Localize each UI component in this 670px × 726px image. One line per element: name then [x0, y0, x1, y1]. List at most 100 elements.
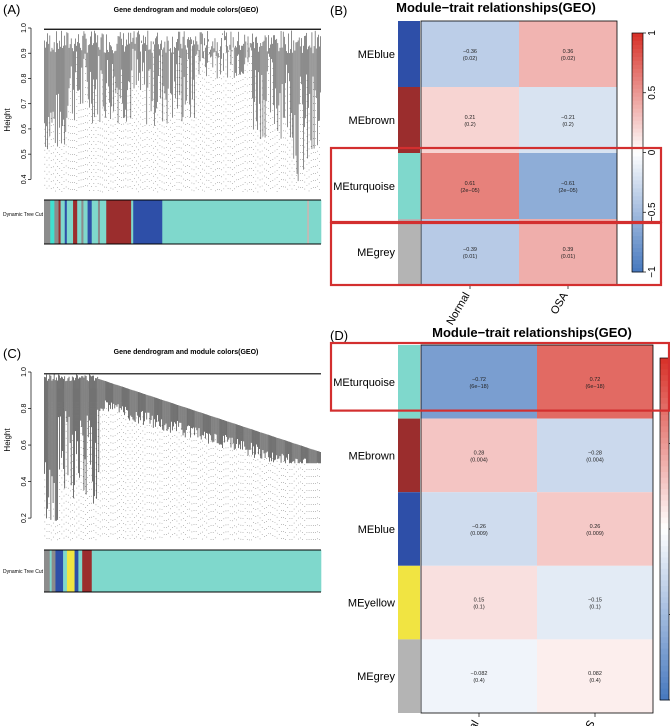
colorbar-step: [632, 128, 643, 133]
panel-b: (B) Module−trait relationships(GEO) MEbl…: [329, 0, 663, 328]
colorbar-step: [660, 563, 669, 570]
panel-c-module-color-bar: [44, 549, 322, 593]
highlight-box: [329, 341, 670, 412]
colorbar-step: [632, 252, 643, 257]
colorbar-step: [660, 551, 669, 558]
colorbar-step: [660, 420, 669, 427]
colorbar-step: [660, 397, 669, 404]
colorbar-step: [632, 152, 643, 157]
colorbar-step: [632, 200, 643, 205]
colorbar-step: [632, 84, 643, 90]
colorbar-step: [632, 96, 643, 102]
colorbar-step: [632, 256, 643, 261]
colorbar-step: [632, 228, 643, 233]
panel-a-y-axis: 0.4 0.5 0.6 0.7 0.8 0.9 1.0: [21, 23, 32, 184]
cell-correlation: 0.21: [465, 115, 476, 121]
colorbar-step: [632, 120, 643, 126]
heatmap-cell: [537, 345, 653, 419]
colorbar-step: [660, 568, 669, 575]
heatmap-cell: [537, 565, 653, 640]
colorbar-step: [660, 534, 669, 541]
colorbar-tick-label: 1: [647, 30, 658, 36]
heatmap-cell: [421, 565, 537, 640]
panel-c-title: Gene dendrogram and module colors(GEO): [114, 349, 259, 356]
module-color-segment: [78, 550, 83, 592]
colorbar-step: [660, 449, 669, 456]
column-label: AS: [580, 719, 598, 726]
cell-pvalue: (0.004): [470, 457, 488, 463]
colorbar-step: [632, 60, 643, 66]
module-color-segment: [55, 550, 64, 592]
cell-correlation: −0.082: [471, 671, 488, 677]
panel-b-heatmap: MEblue −0.36(0.02)0.36(0.02)MEbrown 0.21(0…: [329, 20, 663, 328]
heatmap-cell: [519, 21, 617, 87]
module-color-swatch: [398, 565, 420, 640]
colorbar-step: [632, 192, 643, 197]
colorbar-step: [632, 40, 643, 46]
module-color-swatch: [398, 153, 420, 219]
row-label: MEturquoise: [333, 181, 395, 193]
cell-pvalue: (0.02): [561, 56, 576, 62]
colorbar-step: [660, 614, 669, 621]
cell-correlation: −0.26: [472, 524, 486, 530]
module-color-segment: [63, 550, 68, 592]
colorbar-step: [632, 240, 643, 245]
colorbar-step: [660, 477, 669, 484]
dendrogram-branches: [44, 374, 321, 521]
module-color-segment: [44, 550, 51, 592]
colorbar-step: [660, 665, 669, 672]
colorbar-step: [660, 380, 669, 387]
module-color-segment: [162, 200, 308, 244]
panel-a-title: Gene dendrogram and module colors(GEO): [114, 7, 259, 14]
heatmap-cell: [421, 418, 537, 493]
colorbar-step: [660, 586, 669, 593]
colorbar-step: [660, 472, 669, 479]
colorbar-step: [632, 108, 643, 114]
panel-c: (C) Gene dendrogram and module colors(GE…: [3, 346, 322, 593]
colorbar-step: [660, 494, 669, 501]
panel-c-bar-label: Dynamic Tree Cut: [3, 569, 44, 575]
cell-correlation: 0.15: [474, 598, 485, 604]
module-color-segment: [64, 200, 68, 244]
cell-pvalue: (0.4): [473, 678, 484, 684]
colorbar-step: [632, 132, 643, 137]
colorbar-step: [660, 580, 669, 587]
y-tick-label: 0.7: [21, 99, 28, 109]
module-color-segment: [49, 550, 52, 592]
cell-correlation: −0.61: [561, 181, 575, 187]
row-label: MEbrown: [349, 450, 395, 462]
y-tick-label: 0.2: [21, 513, 28, 523]
panel-a-label: (A): [3, 2, 20, 17]
module-color-segment: [97, 200, 101, 244]
panel-d-label: (D): [330, 328, 348, 343]
colorbar-step: [660, 443, 669, 450]
cell-correlation: 0.72: [590, 377, 601, 383]
heatmap-cell: [519, 219, 617, 285]
colorbar-step: [660, 574, 669, 581]
cell-pvalue: (2e−05): [558, 188, 577, 194]
module-color-segment: [74, 550, 79, 592]
module-color-swatch: [398, 21, 420, 87]
colorbar-step: [660, 358, 669, 365]
column-label: Normal: [444, 291, 472, 328]
heatmap-cell: [421, 21, 519, 87]
colorbar-step: [632, 212, 643, 217]
colorbar-step: [660, 363, 669, 370]
module-color-segment: [73, 200, 78, 244]
module-color-segment: [44, 200, 51, 244]
cell-correlation: −0.15: [588, 598, 602, 604]
panel-c-ylabel: Height: [3, 428, 12, 452]
cell-correlation: 0.26: [590, 524, 601, 530]
colorbar-step: [632, 208, 643, 213]
colorbar-step: [660, 489, 669, 496]
panel-c-dendrogram: [44, 373, 321, 541]
module-color-segment: [51, 550, 56, 592]
panel-d: (D) Module−trait relationships(GEO) MEtu…: [329, 325, 670, 726]
colorbar-step: [660, 409, 669, 416]
row-label: MEblue: [358, 524, 395, 536]
colorbar-step: [660, 625, 669, 632]
module-color-segment: [308, 200, 322, 244]
cell-pvalue: (0.2): [464, 122, 475, 128]
colorbar-step: [632, 64, 643, 70]
module-color-segment: [58, 200, 61, 244]
